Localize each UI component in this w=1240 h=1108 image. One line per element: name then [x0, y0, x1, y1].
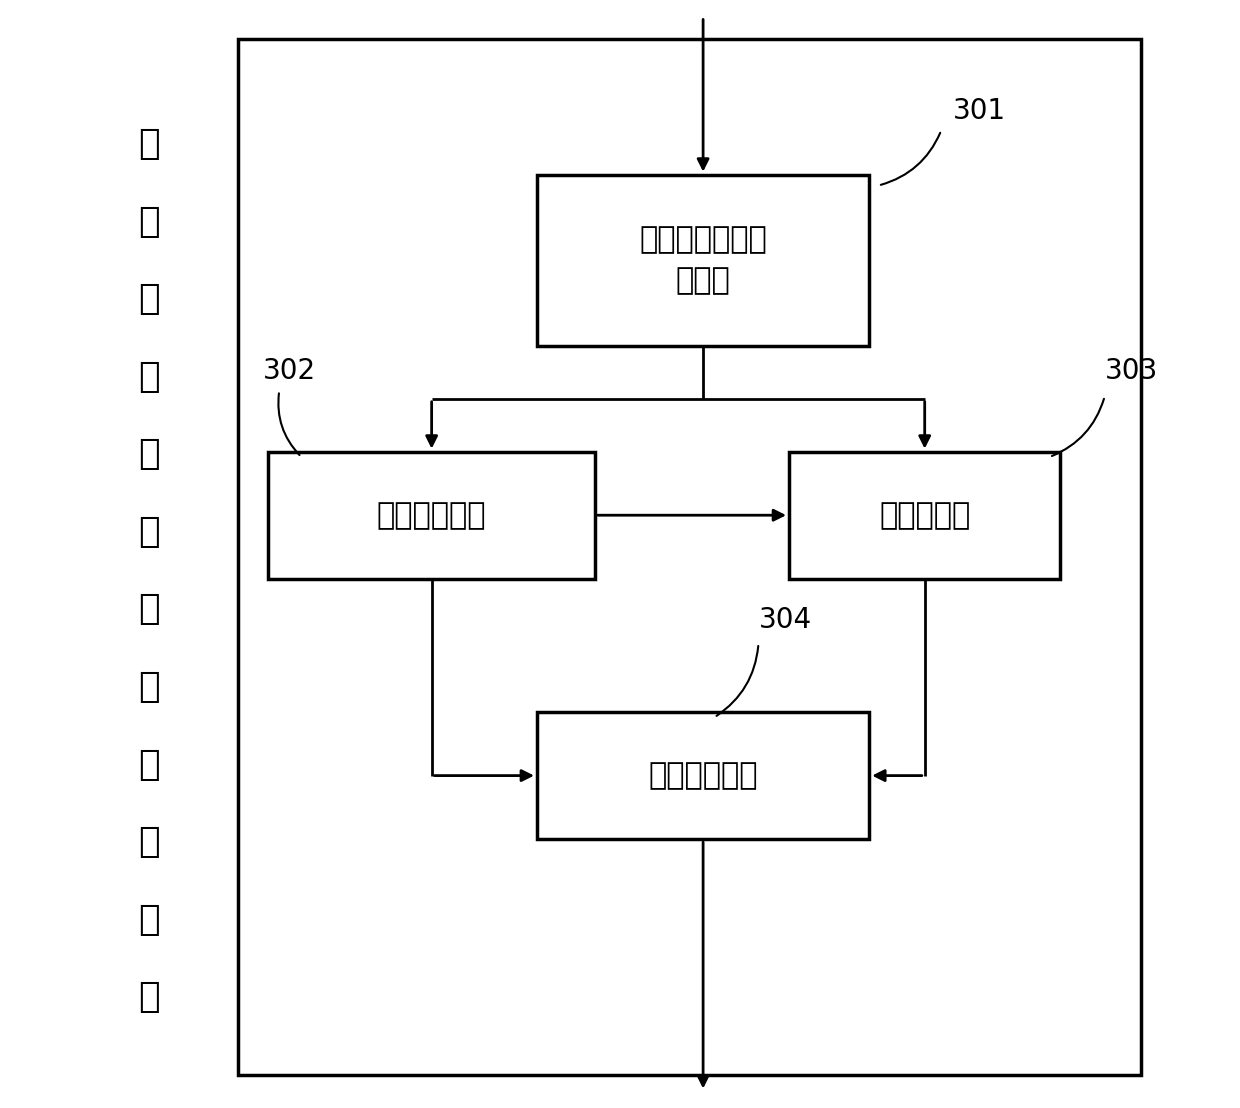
Bar — [537, 174, 869, 346]
Text: 态: 态 — [139, 670, 160, 704]
Text: 303: 303 — [1105, 357, 1158, 384]
Text: 切: 切 — [139, 748, 160, 781]
Text: 功: 功 — [139, 903, 160, 936]
Bar — [268, 452, 595, 578]
Bar — [238, 39, 1141, 1075]
Text: 网络状态信息收
集模块: 网络状态信息收 集模块 — [640, 226, 768, 295]
Text: 301: 301 — [952, 96, 1006, 124]
Text: 网: 网 — [139, 127, 160, 161]
Text: 实: 实 — [139, 438, 160, 471]
Text: 安全感知模块: 安全感知模块 — [377, 501, 486, 530]
Text: 定时器模块: 定时器模块 — [879, 501, 971, 530]
Text: 片: 片 — [139, 360, 160, 393]
Text: 动: 动 — [139, 593, 160, 626]
Bar — [537, 711, 869, 840]
Text: 302: 302 — [263, 357, 316, 384]
Text: 换: 换 — [139, 825, 160, 859]
Text: 切: 切 — [139, 283, 160, 316]
Text: 络: 络 — [139, 205, 160, 238]
Bar — [789, 452, 1060, 578]
Text: 例: 例 — [139, 515, 160, 548]
Text: 304: 304 — [759, 606, 812, 634]
Text: 切换请求模块: 切换请求模块 — [649, 761, 758, 790]
Text: 能: 能 — [139, 981, 160, 1014]
